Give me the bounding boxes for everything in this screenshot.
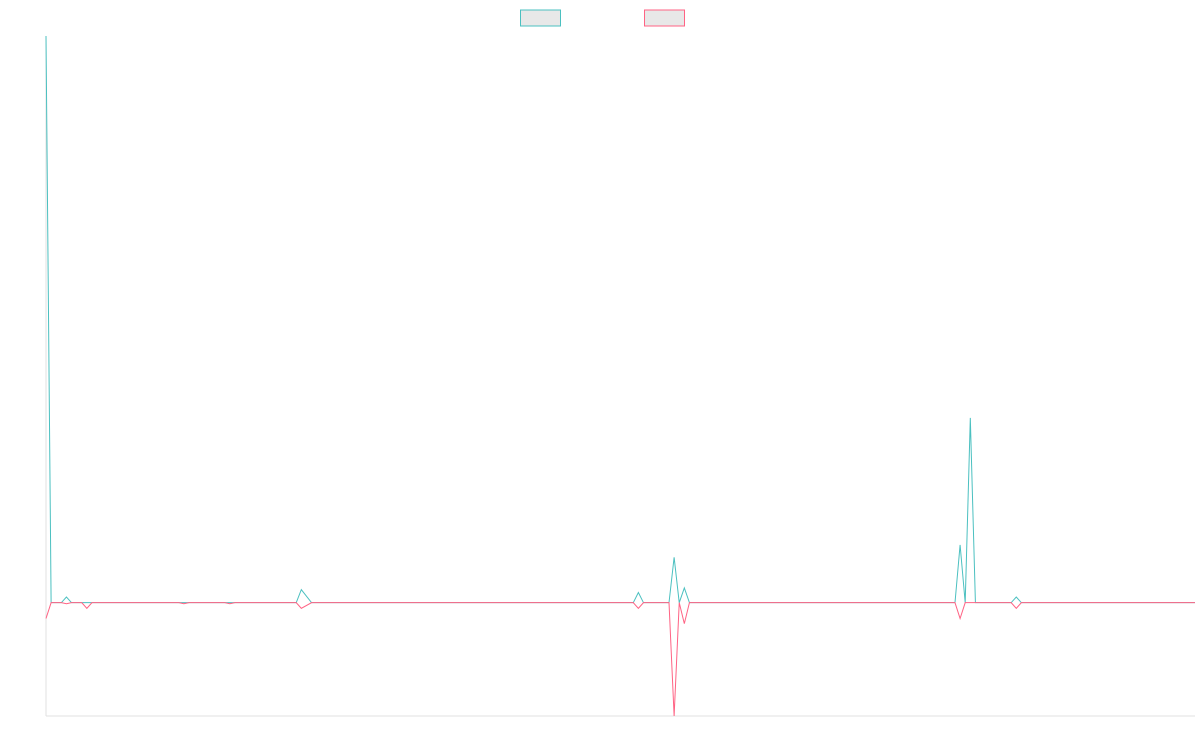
legend-swatch[interactable] (644, 9, 685, 27)
series-line (45, 602, 1195, 717)
legend-swatch[interactable] (520, 9, 561, 27)
series-line (45, 35, 1195, 604)
